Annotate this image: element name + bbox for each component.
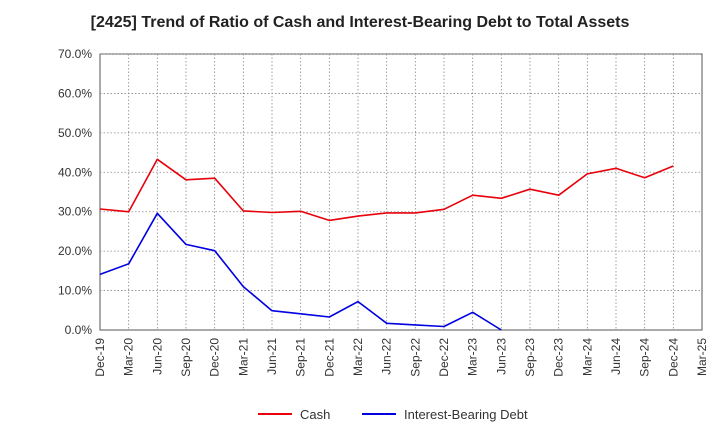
- x-tick-label: Jun-24: [609, 338, 623, 375]
- y-tick-label: 0.0%: [65, 323, 93, 337]
- x-tick-label: Mar-21: [236, 338, 250, 376]
- x-tick-label: Dec-23: [552, 338, 566, 377]
- x-tick-label: Dec-21: [322, 338, 336, 377]
- x-tick-label: Sep-24: [638, 338, 652, 377]
- x-tick-label: Mar-23: [466, 338, 480, 376]
- plot-area: [99, 53, 703, 331]
- x-tick-label: Mar-24: [580, 338, 594, 376]
- series-line-interest-bearing-debt: [99, 212, 502, 331]
- x-tick-label: Dec-20: [208, 338, 222, 377]
- x-tick-label: Mar-20: [122, 338, 136, 376]
- y-tick-label: 70.0%: [58, 47, 92, 61]
- legend-label-cash: Cash: [300, 407, 330, 422]
- y-tick-label: 40.0%: [58, 165, 92, 179]
- x-tick-label: Jun-21: [265, 338, 279, 375]
- y-tick-label: 10.0%: [58, 284, 92, 298]
- x-tick-label: Sep-22: [408, 338, 422, 377]
- x-tick-label: Mar-25: [695, 338, 709, 376]
- x-tick-label: Sep-21: [294, 338, 308, 377]
- x-tick-label: Sep-20: [179, 338, 193, 377]
- x-tick-label: Sep-23: [523, 338, 537, 377]
- x-tick-label: Dec-24: [666, 338, 680, 377]
- series-line-cash: [99, 158, 674, 222]
- y-tick-label: 20.0%: [58, 244, 92, 258]
- x-tick-label: Jun-22: [380, 338, 394, 375]
- y-tick-label: 60.0%: [58, 86, 92, 100]
- x-tick-label: Jun-23: [494, 338, 508, 375]
- x-tick-label: Dec-22: [437, 338, 451, 377]
- legend-label-interest-bearing-debt: Interest-Bearing Debt: [404, 407, 528, 422]
- chart-title: [2425] Trend of Ratio of Cash and Intere…: [90, 14, 630, 31]
- y-tick-label: 30.0%: [58, 205, 92, 219]
- y-tick-label: 50.0%: [58, 126, 92, 140]
- x-tick-label: Dec-19: [93, 338, 107, 377]
- x-tick-label: Jun-20: [150, 338, 164, 375]
- x-tick-label: Mar-22: [351, 338, 365, 376]
